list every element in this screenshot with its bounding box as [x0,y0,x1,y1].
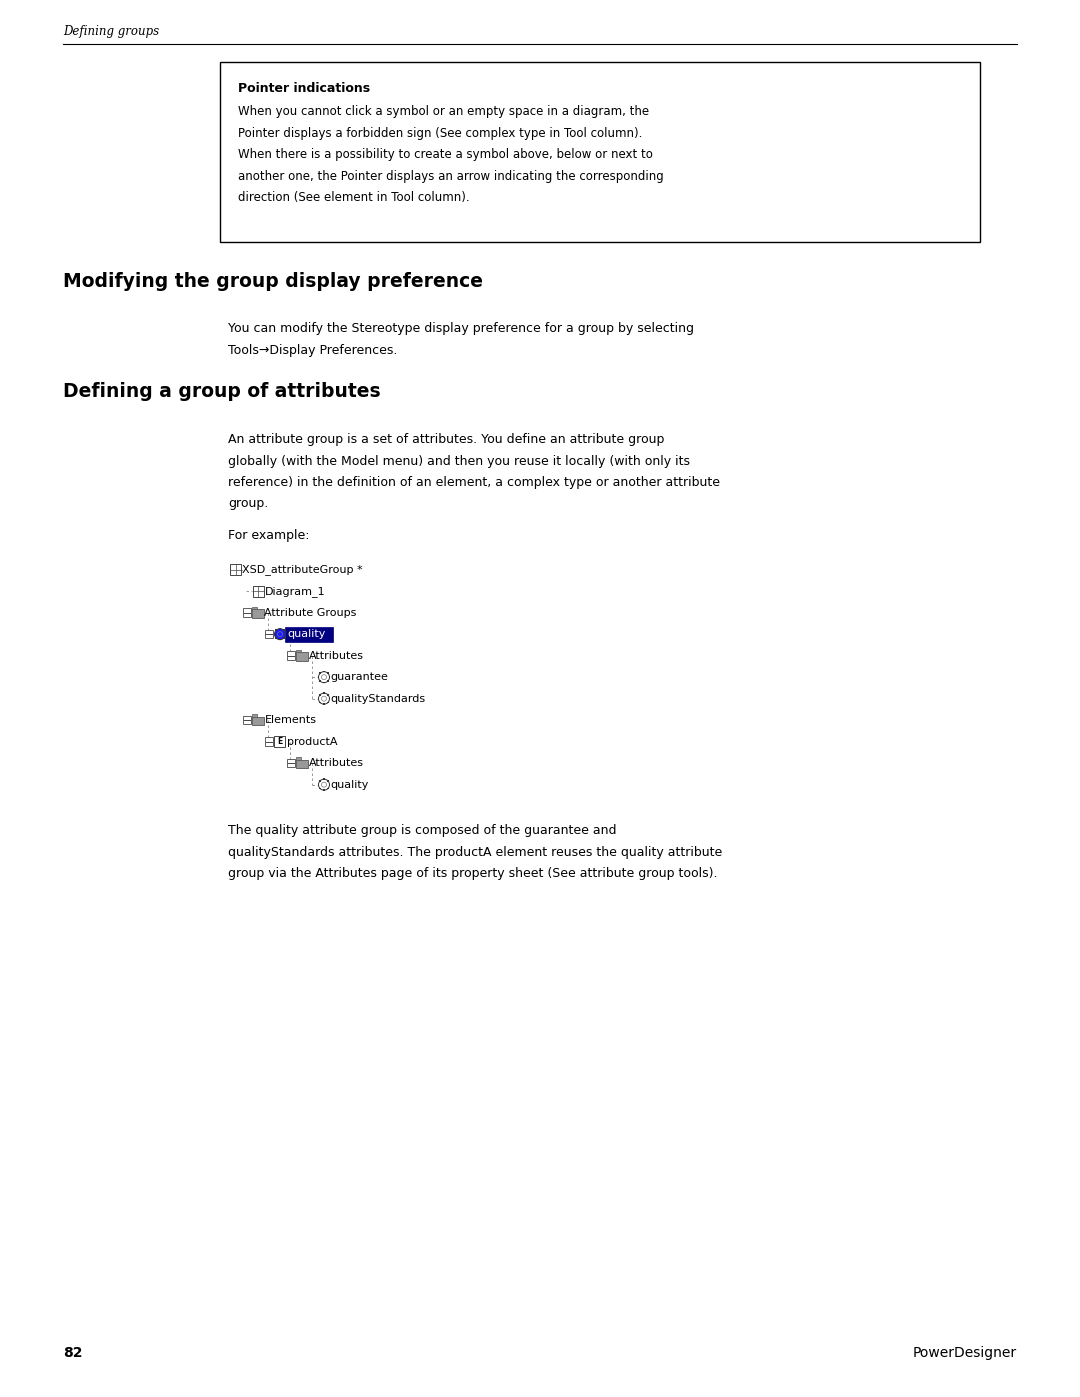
Text: qualityStandards attributes. The productA element reuses the quality attribute: qualityStandards attributes. The product… [228,847,723,859]
Text: XSD_attributeGroup *: XSD_attributeGroup * [243,564,363,576]
Text: The quality attribute group is composed of the guarantee and: The quality attribute group is composed … [228,824,617,837]
Bar [243,715,252,725]
Bar [296,757,301,760]
Circle shape [319,672,329,683]
Bar [243,609,252,617]
Bar [327,680,328,682]
Bar [296,760,308,768]
Text: For example:: For example: [228,529,310,542]
Text: group.: group. [228,497,268,510]
Text: Attribute Groups: Attribute Groups [265,608,356,617]
Bar [252,717,264,725]
Text: Defining groups: Defining groups [63,25,159,38]
Bar [327,788,328,789]
Text: Tools→Display Preferences.: Tools→Display Preferences. [228,344,397,356]
Bar [230,564,242,576]
Bar [252,609,264,617]
Circle shape [274,629,285,640]
Bar [323,682,325,683]
Bar [318,784,320,785]
Circle shape [322,696,326,701]
Bar [280,627,281,630]
Bar [327,672,328,675]
Text: reference) in the definition of an element, a complex type or another attribute: reference) in the definition of an eleme… [228,476,720,489]
Text: quality: quality [287,629,326,640]
Bar [275,637,276,638]
Bar [320,680,321,682]
Bar [320,701,321,703]
Text: Elements: Elements [265,715,316,725]
Text: When there is a possibility to create a symbol above, below or next to: When there is a possibility to create a … [238,148,653,161]
Bar [265,630,273,638]
Text: another one, the Pointer displays an arrow indicating the corresponding: another one, the Pointer displays an arr… [238,169,664,183]
Bar [287,651,295,659]
Bar [285,633,286,636]
Text: Attributes: Attributes [309,651,364,661]
Bar [318,676,320,678]
Bar [320,694,321,696]
Bar [320,672,321,675]
Text: Attributes: Attributes [309,759,364,768]
Bar [323,671,325,672]
Bar [253,585,264,597]
Bar [273,633,275,636]
Bar [327,701,328,703]
Text: PowerDesigner: PowerDesigner [913,1345,1017,1361]
Text: Pointer indications: Pointer indications [238,82,370,95]
Text: Modifying the group display preference: Modifying the group display preference [63,272,483,291]
Bar [320,788,321,789]
Bar [274,736,285,747]
Text: quality: quality [330,780,369,789]
Text: Pointer displays a forbidden sign (See complex type in Tool column).: Pointer displays a forbidden sign (See c… [238,127,643,140]
Circle shape [319,780,329,791]
Text: When you cannot click a symbol or an empty space in a diagram, the: When you cannot click a symbol or an emp… [238,105,649,117]
Bar [275,630,276,631]
Bar [328,676,330,678]
Bar [318,698,320,700]
Bar [323,778,325,780]
Circle shape [322,675,326,680]
Bar [323,789,325,791]
Bar [320,780,321,781]
Bar [323,693,325,694]
Text: 82: 82 [63,1345,82,1361]
Text: Diagram_1: Diagram_1 [265,585,325,597]
Bar [296,650,301,652]
Bar [328,784,330,785]
Circle shape [322,782,326,787]
Bar [284,627,333,641]
Text: group via the Attributes page of its property sheet (See attribute group tools).: group via the Attributes page of its pro… [228,868,717,880]
Bar [252,606,257,609]
Text: guarantee: guarantee [330,672,389,682]
Text: You can modify the Stereotype display preference for a group by selecting: You can modify the Stereotype display pr… [228,321,694,335]
Text: productA: productA [286,736,337,746]
Bar [265,738,273,746]
Text: globally (with the Model menu) and then you reuse it locally (with only its: globally (with the Model menu) and then … [228,454,690,468]
Bar [328,698,330,700]
Bar [287,759,295,767]
Text: An attribute group is a set of attributes. You define an attribute group: An attribute group is a set of attribute… [228,433,664,446]
Text: E: E [278,738,283,746]
Bar [296,652,308,661]
Circle shape [319,693,329,704]
Circle shape [278,631,283,637]
FancyBboxPatch shape [220,61,980,242]
Bar [323,703,325,705]
Bar [327,694,328,696]
Text: direction (See element in Tool column).: direction (See element in Tool column). [238,191,470,204]
Text: qualityStandards: qualityStandards [330,694,426,704]
Bar [280,638,281,640]
Bar [252,714,257,717]
Bar [327,780,328,781]
Bar [283,637,285,638]
Bar [283,630,285,631]
Text: Defining a group of attributes: Defining a group of attributes [63,381,380,401]
